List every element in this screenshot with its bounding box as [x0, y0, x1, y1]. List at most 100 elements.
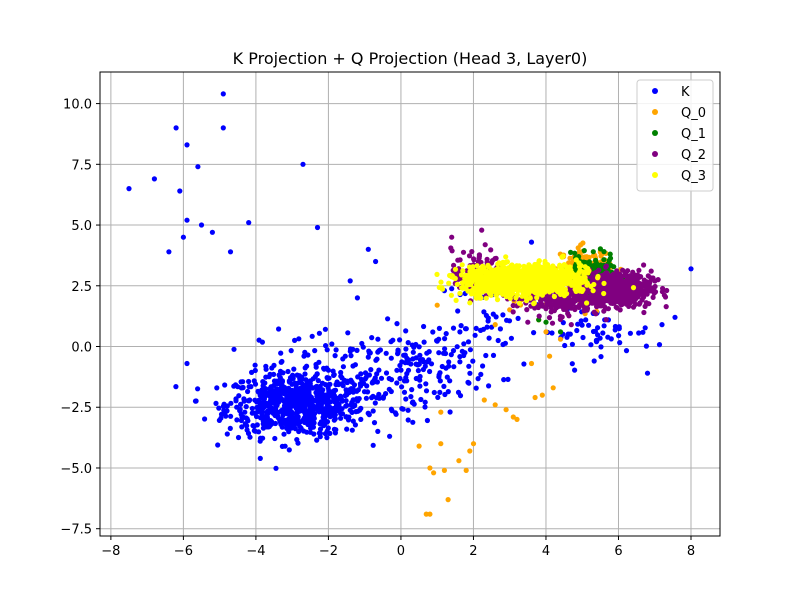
data-point — [421, 323, 427, 330]
data-point — [423, 388, 430, 394]
data-point — [479, 288, 485, 294]
data-point — [284, 425, 290, 431]
data-point — [331, 372, 337, 378]
data-point — [394, 380, 400, 386]
data-point — [616, 290, 622, 296]
data-point — [484, 256, 490, 262]
data-point — [624, 287, 630, 293]
data-point — [434, 271, 440, 277]
data-point — [466, 264, 473, 270]
data-point — [287, 413, 293, 419]
data-point — [483, 352, 489, 359]
data-point — [296, 336, 302, 342]
data-point — [370, 393, 376, 399]
data-point — [471, 257, 477, 263]
data-point — [444, 374, 450, 380]
data-point — [507, 295, 513, 301]
data-point — [324, 407, 330, 413]
data-point — [399, 384, 405, 390]
data-point — [349, 409, 355, 415]
data-point — [347, 278, 353, 284]
data-point — [591, 281, 597, 288]
data-point — [410, 349, 416, 355]
data-point — [604, 284, 610, 290]
data-point — [601, 257, 607, 263]
data-point — [484, 324, 490, 330]
data-point — [453, 297, 459, 303]
data-point — [575, 245, 581, 251]
data-point — [234, 417, 240, 423]
data-point — [323, 343, 329, 349]
data-point — [426, 357, 432, 363]
data-point — [279, 383, 285, 389]
data-point — [528, 239, 535, 245]
data-point — [447, 272, 453, 279]
data-point — [304, 394, 310, 400]
data-point — [228, 400, 234, 406]
data-point — [494, 297, 501, 303]
data-point — [643, 287, 649, 293]
data-point — [547, 353, 553, 359]
data-point — [591, 309, 597, 315]
data-point — [549, 330, 555, 336]
data-point — [661, 292, 668, 298]
data-point — [448, 292, 454, 298]
data-point — [378, 375, 385, 381]
data-point — [300, 161, 306, 167]
chart-title: K Projection + Q Projection (Head 3, Lay… — [233, 49, 588, 68]
data-point — [284, 405, 290, 411]
data-point — [286, 419, 292, 425]
y-tick-label: 7.5 — [71, 158, 92, 173]
data-point — [590, 288, 596, 294]
data-point — [566, 296, 572, 302]
data-point — [563, 279, 569, 285]
data-point — [515, 315, 521, 321]
data-point — [564, 270, 570, 276]
data-point — [343, 398, 349, 404]
data-point — [470, 441, 477, 447]
legend-marker — [652, 130, 658, 136]
data-point — [243, 404, 249, 410]
data-point — [413, 355, 419, 361]
data-point — [566, 313, 572, 319]
data-point — [558, 265, 565, 271]
data-point — [630, 285, 637, 291]
data-point — [555, 289, 561, 295]
data-point — [626, 278, 632, 284]
data-point — [459, 262, 465, 268]
data-point — [470, 267, 476, 273]
data-point — [264, 414, 270, 420]
data-point — [595, 325, 601, 331]
data-point — [329, 341, 335, 347]
data-point — [504, 317, 510, 323]
data-point — [622, 280, 628, 286]
data-point — [220, 125, 226, 131]
data-point — [309, 333, 315, 339]
data-point — [548, 309, 554, 315]
data-point — [449, 248, 455, 254]
data-point — [608, 300, 614, 306]
data-point — [358, 383, 364, 389]
y-tick-label: −2.5 — [60, 401, 92, 416]
data-point — [513, 295, 519, 301]
data-point — [383, 391, 389, 397]
data-point — [280, 412, 286, 418]
data-point — [516, 300, 523, 306]
data-point — [465, 339, 472, 345]
data-point — [597, 246, 604, 252]
data-point — [279, 358, 285, 365]
data-point — [368, 367, 374, 373]
data-point — [457, 257, 463, 263]
data-point — [583, 268, 589, 274]
data-point — [659, 322, 665, 328]
data-point — [279, 443, 285, 449]
x-tick-label: 4 — [542, 544, 550, 559]
data-point — [627, 330, 634, 336]
data-point — [418, 396, 424, 403]
data-point — [451, 262, 457, 268]
data-point — [455, 308, 461, 314]
data-point — [284, 386, 290, 392]
data-point — [387, 433, 393, 439]
data-point — [500, 259, 506, 265]
data-point — [553, 305, 560, 311]
